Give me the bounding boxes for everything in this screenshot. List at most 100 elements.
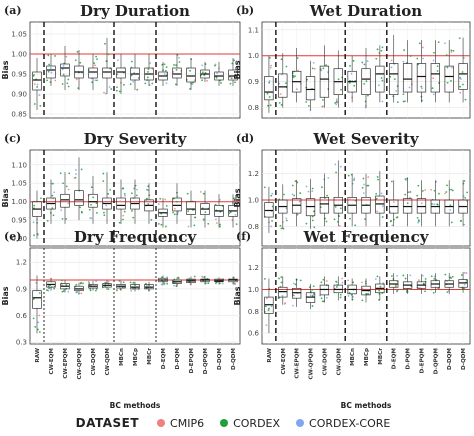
data-point <box>91 81 93 84</box>
x-tick-label: RAW <box>267 348 273 363</box>
data-point <box>186 192 189 195</box>
data-point <box>334 205 337 208</box>
data-point <box>32 221 35 224</box>
data-point <box>339 165 342 168</box>
data-point <box>116 86 118 89</box>
data-point <box>67 290 70 293</box>
data-point <box>296 213 299 216</box>
data-point <box>206 201 208 204</box>
data-point <box>129 83 132 85</box>
data-point <box>452 49 455 52</box>
data-point <box>280 58 283 61</box>
y-axis-label: Bias <box>233 286 242 305</box>
data-point <box>229 211 232 214</box>
data-point <box>320 69 323 72</box>
data-point <box>337 78 340 81</box>
x-tick-label: D-DQM <box>447 348 453 370</box>
data-point <box>422 282 425 285</box>
data-point <box>381 79 384 82</box>
data-point <box>322 67 325 70</box>
data-point <box>422 57 425 60</box>
data-point <box>173 213 176 216</box>
data-point <box>132 282 135 284</box>
data-point <box>308 286 311 289</box>
data-point <box>299 279 302 282</box>
data-point <box>432 291 435 294</box>
data-point <box>95 202 98 205</box>
data-point <box>87 280 90 283</box>
data-point <box>122 83 125 86</box>
data-point <box>206 79 208 82</box>
data-point <box>193 79 196 82</box>
y-tick-label: 1.2 <box>248 264 259 272</box>
data-point <box>432 93 435 96</box>
data-point <box>118 280 121 282</box>
data-point <box>322 99 324 101</box>
data-point <box>354 199 357 202</box>
data-point <box>432 77 435 80</box>
data-point <box>49 67 52 69</box>
data-point <box>292 282 295 285</box>
data-point <box>33 234 35 237</box>
data-point <box>47 289 50 292</box>
box <box>116 67 126 79</box>
data-point <box>365 292 368 295</box>
data-point <box>403 100 406 103</box>
data-point <box>268 307 270 310</box>
data-point <box>157 203 160 206</box>
data-point <box>430 188 433 191</box>
data-point <box>136 188 138 191</box>
x-tick-label: D-QDM <box>461 348 467 370</box>
data-point <box>463 271 466 274</box>
box <box>74 190 84 206</box>
data-point <box>294 283 297 286</box>
box <box>116 197 126 210</box>
data-point <box>416 194 419 197</box>
data-point <box>280 281 283 284</box>
box <box>172 67 182 79</box>
data-point <box>421 46 424 49</box>
data-point <box>351 298 354 301</box>
data-point <box>103 91 105 94</box>
data-point <box>103 211 105 214</box>
data-point <box>65 55 68 58</box>
y-tick-label: 0.6 <box>248 330 260 338</box>
data-point <box>105 204 108 207</box>
data-point <box>271 220 273 222</box>
panel-label: (f) <box>236 230 251 243</box>
data-point <box>420 202 423 205</box>
data-point <box>46 220 49 222</box>
data-point <box>159 197 162 200</box>
box <box>430 63 440 93</box>
box <box>32 290 42 309</box>
box <box>292 198 302 214</box>
data-point <box>404 193 407 196</box>
data-point <box>94 289 97 292</box>
data-point <box>436 65 439 68</box>
data-point <box>361 299 364 302</box>
data-point <box>402 60 405 63</box>
data-point <box>339 296 342 299</box>
data-point <box>148 84 151 86</box>
data-point <box>33 204 36 207</box>
data-point <box>62 73 65 76</box>
y-tick-label: 1.2 <box>16 259 27 267</box>
data-point <box>53 287 56 290</box>
panel-3: (c) Dry Severity 0.90 0.95 1.00 1.05 1.10 Bias <box>1 130 241 247</box>
data-point <box>65 217 68 220</box>
data-point <box>54 55 56 57</box>
data-point <box>406 202 409 205</box>
panel-title: Dry Severity <box>84 130 188 148</box>
data-point <box>214 64 216 67</box>
data-point <box>380 192 383 195</box>
data-point <box>449 209 452 211</box>
data-point <box>376 48 379 51</box>
data-point <box>89 217 92 220</box>
data-point <box>150 218 153 221</box>
data-point <box>380 49 383 52</box>
data-point <box>102 201 105 204</box>
data-point <box>451 66 453 69</box>
data-point <box>305 222 308 225</box>
data-point <box>202 192 205 195</box>
data-point <box>147 71 149 73</box>
